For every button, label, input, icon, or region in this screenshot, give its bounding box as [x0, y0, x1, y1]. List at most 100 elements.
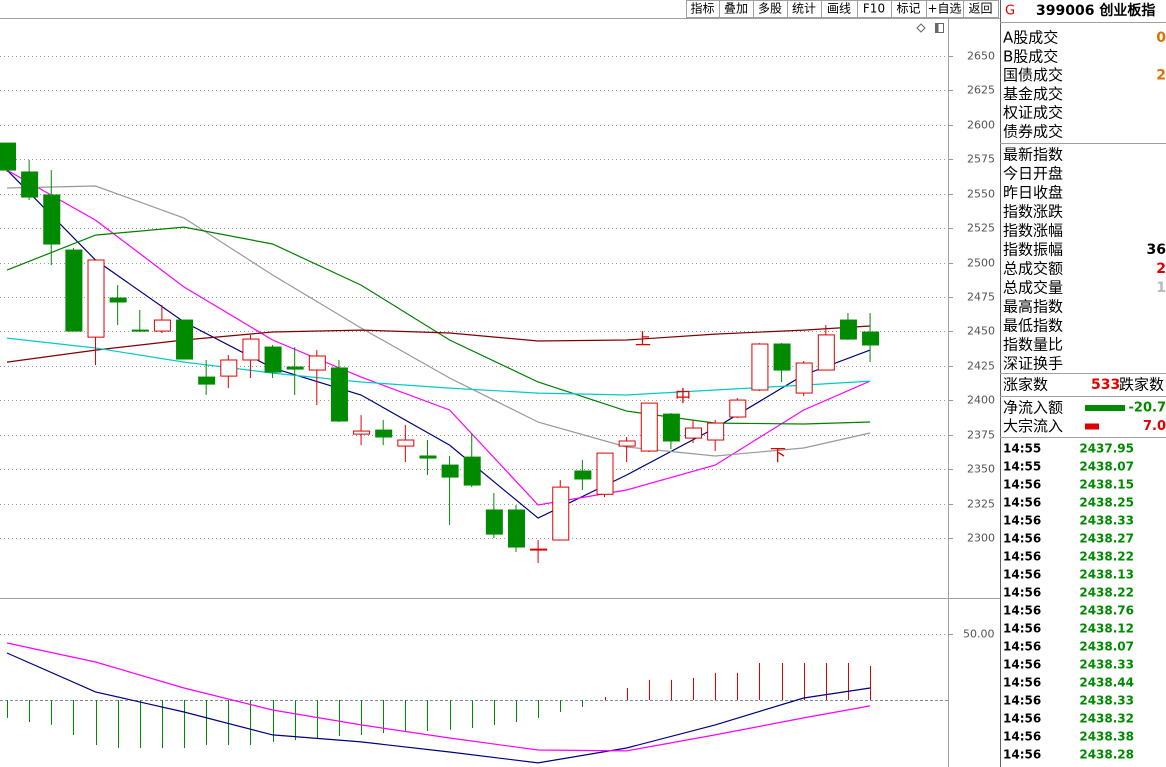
y-tick-label: 2375: [967, 429, 995, 442]
chart-frame: [0, 0, 1001, 767]
field-label: 债券成交: [1003, 123, 1063, 141]
candle-body: [685, 427, 703, 439]
tick-price: 2438.13: [1079, 568, 1134, 582]
candle-body: [286, 366, 304, 370]
breadth-count: 533: [1091, 377, 1120, 393]
toolbar-label[interactable]: 返回: [968, 2, 992, 16]
tick-price: 2437.95: [1079, 442, 1134, 456]
candle-body: [242, 338, 260, 361]
tick-price: 2438.22: [1079, 550, 1134, 564]
candle-body: [264, 346, 282, 373]
candle-body: [153, 319, 171, 332]
tick-price: 2438.25: [1079, 496, 1134, 510]
flow-bar: [1085, 405, 1125, 411]
toolbar-label[interactable]: 标记: [896, 2, 920, 16]
tick-price: 2438.07: [1079, 460, 1134, 474]
candle-body: [441, 464, 459, 478]
tick-time: 14:56: [1003, 532, 1041, 546]
candle-body: [640, 402, 658, 452]
candle-body: [308, 355, 326, 371]
candle-body: [397, 439, 415, 447]
tick-time: 14:56: [1003, 658, 1041, 672]
tick-price: 2438.44: [1079, 676, 1134, 690]
candle-body: [552, 486, 570, 541]
field-label: 权证成交: [1003, 104, 1063, 122]
y-tick-label: 2475: [967, 291, 995, 304]
field-value: 36: [1147, 242, 1166, 258]
field-label: 指数涨幅: [1003, 222, 1063, 240]
tick-price: 2438.33: [1079, 694, 1134, 708]
tick-price: 2438.07: [1079, 640, 1134, 654]
code-badge: G: [1005, 4, 1015, 19]
y-tick-label: 2325: [967, 498, 995, 511]
y-tick-label: 2550: [967, 188, 995, 201]
tick-price: 2438.38: [1079, 730, 1134, 744]
panel-separators: [1000, 22, 1166, 438]
field-label: 最新指数: [1003, 146, 1063, 164]
candle-body: [707, 422, 725, 441]
annotation: 上: [635, 330, 651, 349]
candle-body: [817, 334, 835, 371]
toolbar-label[interactable]: 统计: [792, 2, 816, 16]
field-label: 总成交量: [1003, 279, 1063, 297]
tick-price: 2438.27: [1079, 532, 1134, 546]
average-line: [6, 325, 871, 363]
candle-body: [596, 452, 614, 495]
tick-time: 14:56: [1003, 478, 1041, 492]
breadth-label: 跌家数: [1119, 376, 1164, 394]
tick-time: 14:56: [1003, 730, 1041, 744]
candle-body: [574, 470, 592, 480]
field-label: 国债成交: [1003, 66, 1063, 84]
tick-time: 14:56: [1003, 694, 1041, 708]
candle-body: [109, 297, 127, 303]
field-label: 今日开盘: [1003, 165, 1063, 183]
annotation: 下: [770, 446, 786, 465]
field-label: 总成交额: [1003, 260, 1063, 278]
candle-body: [43, 194, 61, 245]
tick-price: 2438.28: [1079, 748, 1134, 762]
flow-label: 大宗流入: [1003, 417, 1063, 435]
candle-body: [751, 343, 769, 391]
tick-time: 14:56: [1003, 748, 1041, 762]
diamond-icon[interactable]: [916, 23, 926, 33]
toolbar-label[interactable]: F10: [863, 2, 885, 16]
candle-body: [353, 430, 371, 435]
tick-time: 14:56: [1003, 640, 1041, 654]
y-tick-label: 2625: [967, 84, 995, 97]
annotation: 中: [675, 387, 691, 406]
candle-body: [131, 329, 149, 332]
toolbar-label[interactable]: 画线: [827, 2, 851, 16]
tick-time: 14:56: [1003, 550, 1041, 564]
chart-icons[interactable]: [916, 23, 944, 33]
y-tick-label: 2500: [967, 257, 995, 270]
candle-body: [839, 319, 857, 340]
tick-time: 14:56: [1003, 676, 1041, 690]
toolbar-label[interactable]: 指标: [690, 1, 714, 16]
y-tick-label: 2400: [967, 394, 995, 407]
candle-body: [375, 429, 393, 438]
field-label: 深证换手: [1003, 355, 1063, 373]
average-line: [6, 337, 871, 396]
candle-body: [220, 359, 238, 377]
security-title: 399006 创业板指: [1036, 2, 1155, 19]
toolbar-label[interactable]: 多股: [758, 2, 782, 16]
tick-price: 2438.32: [1079, 712, 1134, 726]
field-value: 2: [1156, 68, 1166, 84]
tick-time: 14:56: [1003, 568, 1041, 582]
flow-label: 净流入额: [1003, 399, 1063, 417]
tick-price: 2438.33: [1079, 658, 1134, 672]
breadth-label: 涨家数: [1003, 376, 1048, 394]
field-label: 最高指数: [1003, 298, 1063, 316]
candle-body: [21, 171, 39, 198]
toolbar-button[interactable]: [963, 0, 999, 18]
tick-time: 14:56: [1003, 622, 1041, 636]
flow-value: 7.0: [1143, 419, 1166, 434]
field-value: 1: [1156, 280, 1166, 296]
toolbar-label[interactable]: 叠加: [724, 2, 748, 16]
candle-body: [618, 440, 636, 447]
toolbar-label[interactable]: +自选: [927, 2, 961, 16]
field-value: 2: [1156, 261, 1166, 277]
candle-body: [662, 413, 680, 442]
tick-time: 14:55: [1003, 460, 1041, 474]
